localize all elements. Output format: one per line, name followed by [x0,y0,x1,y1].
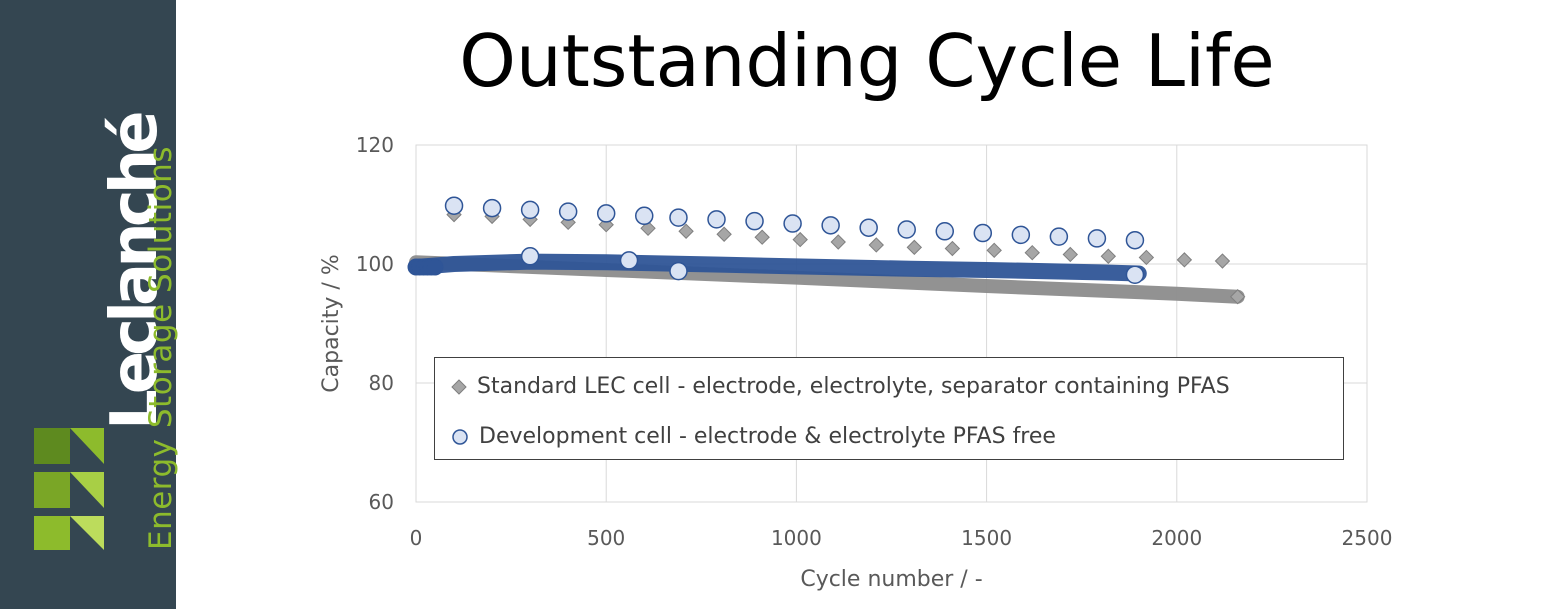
x-tick-label: 1500 [961,526,1012,550]
standard-data-point [1176,252,1193,268]
development-data-point [596,204,616,223]
development-data-point [935,222,955,241]
standard-data-point [1024,244,1040,261]
development-data-point [634,206,654,226]
x-axis-title: Cycle number / - [800,567,982,592]
development-data-point [1125,230,1145,250]
standard-data-point [792,231,808,248]
development-data-point [1087,229,1107,248]
x-tick-label: 2500 [1342,526,1393,550]
development-data-point [859,218,878,237]
y-tick-label: 80 [369,371,394,395]
development-data-point [1125,265,1145,284]
standard-data-point [906,239,923,256]
y-tick-label: 60 [369,490,394,514]
development-data-point [707,210,726,229]
legend-item-development: Development cell - electrode & electroly… [451,424,1056,449]
development-data-point [1011,225,1031,245]
development-data-point [669,208,688,227]
y-axis-title: Capacity / % [319,254,344,392]
development-data-point [783,214,802,233]
page-title: Outstanding Cycle Life [459,19,1275,103]
standard-data-point [716,226,732,242]
development-data-point [520,200,540,220]
circle-marker-icon [452,428,468,445]
standard-data-point [868,237,884,253]
standard-data-point [754,229,770,245]
development-data-point [973,223,993,243]
legend-item-standard: Standard LEC cell - electrode, electroly… [451,374,1230,399]
standard-data-point [944,240,961,257]
legend-label-development: Development cell - electrode & electroly… [479,424,1056,449]
development-start-point [426,258,444,276]
development-data-point [821,216,840,235]
diamond-marker-icon [451,378,467,395]
x-tick-label: 1000 [771,526,822,550]
series-trend-band [408,253,1147,282]
standard-data-point [1138,249,1155,266]
development-data-point [482,198,502,218]
standard-data-point [1214,253,1231,269]
standard-data-point [1229,289,1246,305]
development-data-point [897,220,916,239]
standard-data-point [1100,248,1117,264]
development-data-point [444,196,464,215]
development-data-point [1049,227,1069,246]
y-tick-label: 100 [356,252,394,276]
standard-data-point [986,242,1002,259]
y-tick-label: 120 [356,133,394,157]
standard-data-point [678,223,694,239]
development-data-point [520,247,540,266]
x-tick-label: 2000 [1151,526,1202,550]
development-data-point [558,202,578,221]
development-data-point [669,261,688,281]
legend-label-standard: Standard LEC cell - electrode, electroly… [477,374,1230,399]
development-data-point [619,251,639,270]
sidebar: Leclanché Energy Storage Solutions [0,0,179,609]
standard-data-point [1062,246,1078,263]
leclanche-logo-icon [34,428,104,550]
x-tick-label: 500 [587,526,625,550]
x-tick-label: 0 [410,526,423,550]
standard-data-point [830,234,846,250]
chart-legend: Standard LEC cell - electrode, electroly… [434,357,1344,460]
development-data-point [745,211,764,231]
